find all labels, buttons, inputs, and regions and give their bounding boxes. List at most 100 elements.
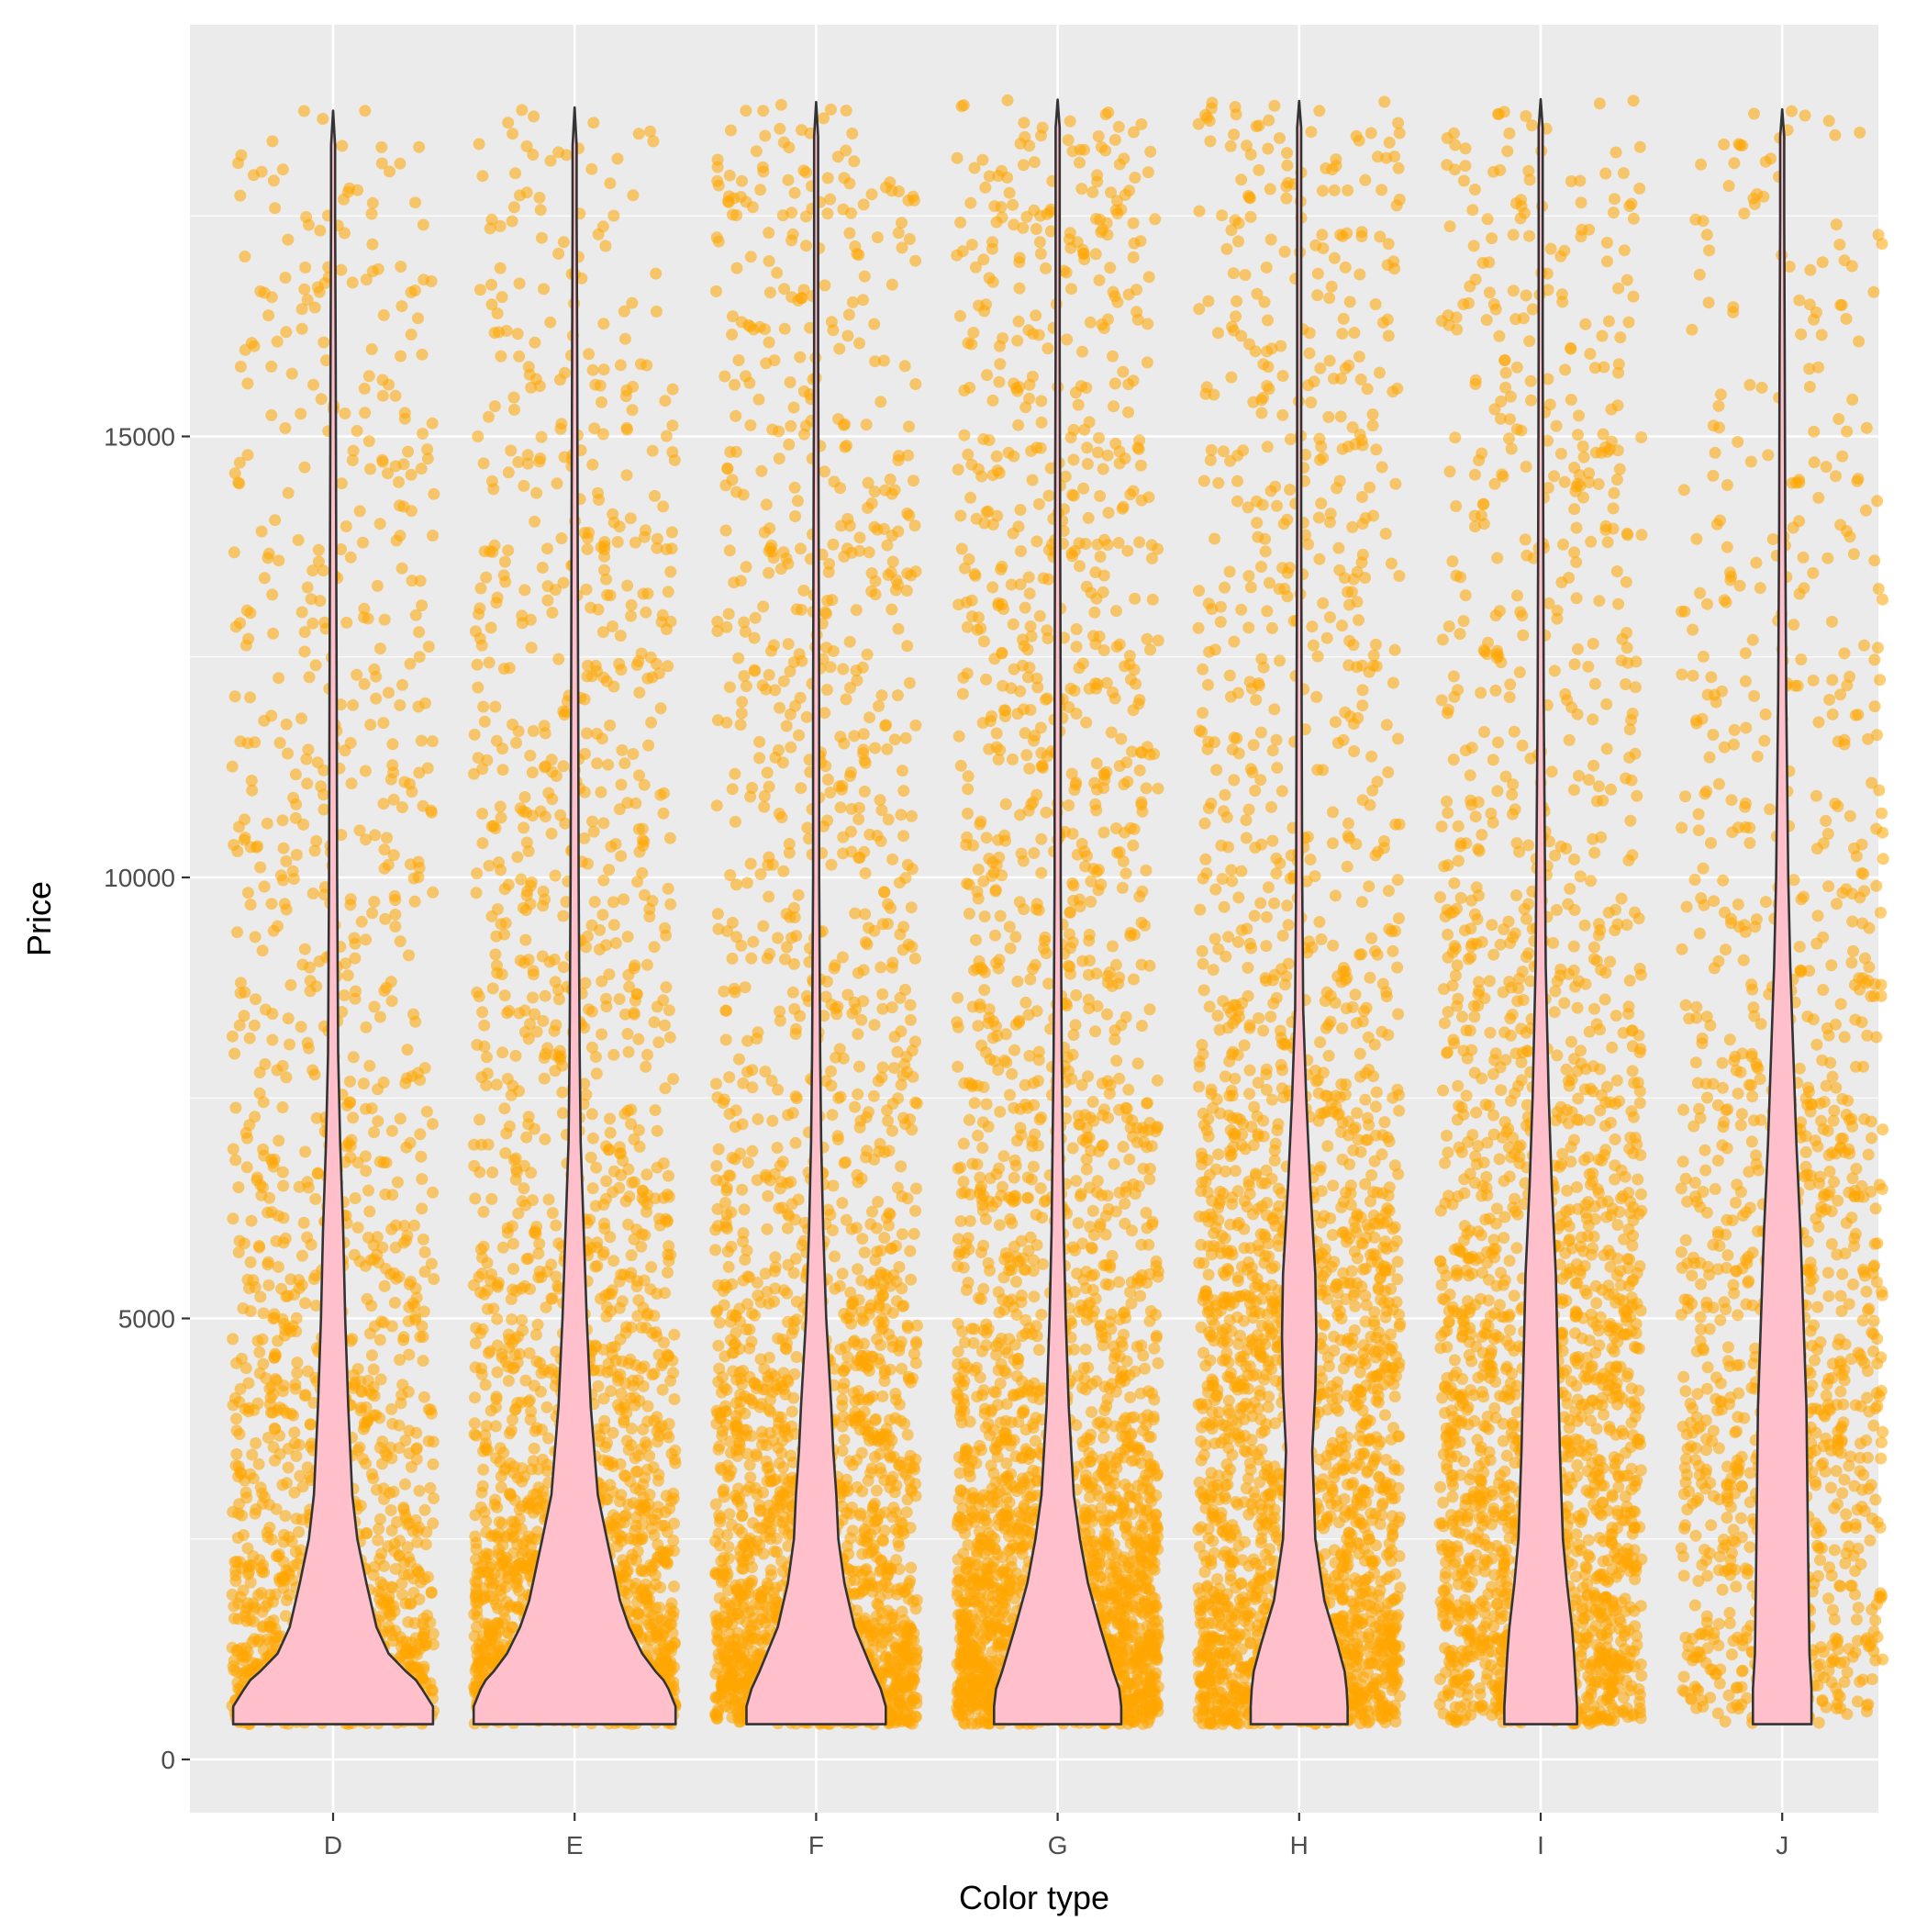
jitter-point	[479, 716, 491, 728]
jitter-point	[290, 798, 302, 810]
jitter-point	[598, 1392, 610, 1404]
jitter-point	[652, 1475, 664, 1487]
jitter-point	[669, 1637, 681, 1649]
jitter-point	[493, 856, 505, 868]
jitter-point	[421, 1106, 433, 1118]
jitter-point	[348, 1051, 360, 1063]
jitter-point	[626, 1549, 638, 1561]
jitter-point	[852, 813, 864, 825]
jitter-point	[257, 1334, 269, 1346]
jitter-point	[626, 1249, 638, 1261]
jitter-point	[786, 1406, 798, 1418]
jitter-point	[266, 135, 278, 147]
jitter-point	[581, 584, 593, 596]
jitter-point	[615, 359, 627, 371]
jitter-point	[512, 1208, 524, 1220]
jitter-point	[596, 909, 608, 921]
jitter-point	[523, 1111, 535, 1122]
jitter-point	[349, 938, 361, 950]
jitter-point	[299, 944, 311, 955]
jitter-point	[515, 874, 527, 886]
jitter-point	[427, 418, 439, 430]
jitter-point	[427, 1187, 439, 1199]
jitter-point	[789, 187, 801, 199]
jitter-point	[351, 1445, 363, 1457]
jitter-point	[499, 556, 511, 568]
jitter-point	[244, 607, 256, 619]
jitter-point	[526, 877, 538, 888]
jitter-point	[230, 1448, 242, 1460]
jitter-point	[495, 800, 507, 812]
jitter-point	[372, 1115, 384, 1127]
jitter-point	[351, 184, 363, 196]
jitter-point	[280, 326, 292, 338]
jitter-point	[417, 428, 429, 440]
jitter-point	[641, 673, 653, 685]
jitter-point	[632, 1033, 644, 1045]
jitter-point	[864, 1467, 876, 1479]
jitter-point	[314, 595, 326, 607]
jitter-point	[386, 1524, 398, 1536]
jitter-point	[596, 1028, 607, 1040]
jitter-point	[394, 158, 406, 170]
jitter-point	[736, 175, 748, 187]
jitter-point	[597, 318, 609, 329]
jitter-point	[510, 1602, 522, 1614]
jitter-point	[417, 349, 429, 361]
jitter-point	[536, 232, 548, 244]
jitter-point	[239, 832, 251, 843]
jitter-point	[268, 174, 280, 186]
jitter-point	[306, 618, 318, 630]
jitter-point	[228, 546, 240, 558]
jitter-point	[348, 1382, 360, 1394]
jitter-point	[539, 1073, 551, 1085]
jitter-point	[640, 1168, 652, 1180]
jitter-point	[783, 638, 795, 650]
jitter-point	[280, 1610, 292, 1622]
jitter-point	[652, 1647, 664, 1659]
jitter-point	[600, 1000, 612, 1012]
jitter-point	[291, 1357, 303, 1368]
jitter-point	[540, 1301, 552, 1313]
jitter-point	[359, 383, 371, 395]
jitter-point	[398, 1331, 410, 1343]
jitter-point	[554, 374, 566, 385]
jitter-point	[868, 318, 880, 330]
jitter-point	[378, 1156, 390, 1168]
jitter-point	[469, 1531, 481, 1543]
jitter-point	[373, 263, 384, 275]
jitter-point	[486, 546, 498, 558]
jitter-point	[549, 1065, 561, 1077]
jitter-point	[520, 1132, 532, 1144]
jitter-point	[234, 190, 246, 202]
jitter-point	[277, 814, 289, 826]
jitter-point	[483, 1347, 495, 1359]
jitter-point	[784, 838, 796, 850]
jitter-point	[262, 1531, 273, 1543]
jitter-point	[312, 756, 324, 768]
jitter-point	[228, 1048, 240, 1060]
jitter-point	[536, 1424, 548, 1435]
jitter-point	[733, 1054, 745, 1066]
jitter-point	[256, 526, 268, 538]
jitter-point	[615, 664, 627, 676]
jitter-point	[277, 163, 289, 175]
jitter-point	[821, 207, 833, 219]
jitter-point	[491, 1078, 503, 1090]
jitter-point	[366, 208, 378, 220]
jitter-point	[600, 1175, 612, 1187]
jitter-point	[526, 642, 538, 653]
jitter-point	[280, 1233, 292, 1245]
jitter-point	[516, 104, 528, 116]
jitter-point	[589, 896, 601, 908]
jitter-point	[428, 1492, 440, 1504]
jitter-point	[395, 1112, 407, 1124]
jitter-point	[598, 1246, 610, 1258]
jitter-point	[389, 894, 401, 906]
jitter-point	[519, 791, 531, 803]
jitter-point	[262, 818, 273, 830]
jitter-point	[492, 1367, 504, 1379]
jitter-point	[597, 429, 609, 441]
jitter-point	[579, 693, 591, 705]
